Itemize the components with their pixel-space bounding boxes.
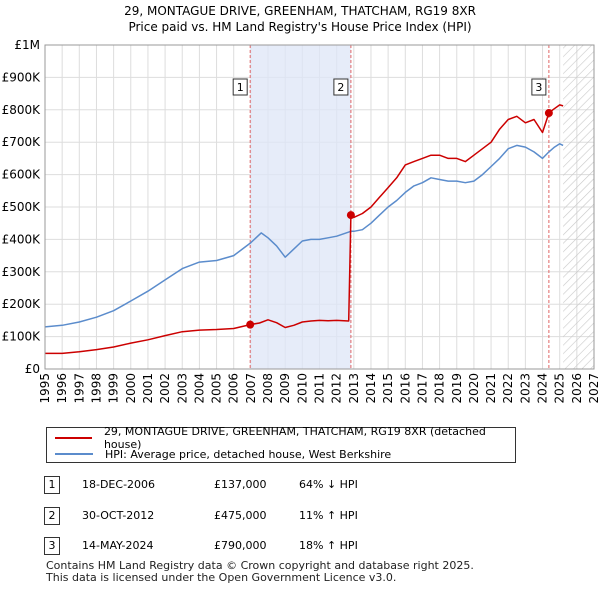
x-tick-label: 2020 xyxy=(467,373,481,404)
x-tick-label: 2008 xyxy=(261,373,275,404)
x-tick-label: 2026 xyxy=(570,373,584,404)
x-tick-label: 2005 xyxy=(210,373,224,404)
y-tick-label: £500K xyxy=(2,200,42,214)
hpi-line xyxy=(45,143,564,328)
legend-swatch-property xyxy=(55,437,92,439)
x-tick-label: 2018 xyxy=(433,373,447,404)
transaction-date: 30-OCT-2012 xyxy=(82,509,155,522)
x-tick-label: 2015 xyxy=(381,373,395,404)
sale-marker xyxy=(544,109,553,118)
x-tick-label: 2011 xyxy=(313,373,327,404)
x-tick-label: 2014 xyxy=(364,373,378,404)
x-tick-label: 1995 xyxy=(38,373,52,404)
x-tick-label: 2004 xyxy=(192,373,206,404)
transaction-hpi: 18% ↑ HPI xyxy=(299,539,358,552)
x-tick-label: 1999 xyxy=(107,373,121,404)
transaction-price: £475,000 xyxy=(214,509,267,522)
x-tick-label: 2025 xyxy=(553,373,567,404)
sale-label-number: 2 xyxy=(337,81,344,94)
transaction-hpi: 64% ↓ HPI xyxy=(299,478,358,491)
x-tick-label: 2002 xyxy=(158,373,172,404)
sale-label-box xyxy=(531,78,547,96)
transaction-number: 2 xyxy=(44,507,60,525)
y-tick-label: £1M xyxy=(14,38,40,52)
legend-item-hpi: HPI: Average price, detached house, West… xyxy=(55,446,391,462)
y-tick-label: £400K xyxy=(2,232,42,246)
x-tick-label: 2006 xyxy=(227,373,241,404)
footer: Contains HM Land Registry data © Crown c… xyxy=(46,560,474,584)
x-tick-label: 2007 xyxy=(244,373,258,404)
x-tick-label: 2022 xyxy=(501,373,515,404)
x-tick-label: 2013 xyxy=(347,373,361,404)
legend-swatch-hpi xyxy=(55,453,93,455)
y-tick-label: £200K xyxy=(2,297,42,311)
sale-marker xyxy=(346,211,355,220)
x-tick-label: 2021 xyxy=(484,373,498,404)
x-tick-label: 2019 xyxy=(450,373,464,404)
footer-copyright: Contains HM Land Registry data © Crown c… xyxy=(46,559,474,572)
y-tick-label: £800K xyxy=(2,103,42,117)
chart-subtitle: Price paid vs. HM Land Registry's House … xyxy=(128,20,471,34)
x-tick-label: 2027 xyxy=(587,373,600,404)
x-tick-label: 2017 xyxy=(415,373,429,404)
x-tick-label: 2003 xyxy=(175,373,189,404)
transaction-number: 3 xyxy=(44,537,60,555)
price-chart: 29, MONTAGUE DRIVE, GREENHAM, THATCHAM, … xyxy=(2,4,600,404)
transaction-number: 1 xyxy=(44,476,60,494)
legend-label-hpi: HPI: Average price, detached house, West… xyxy=(105,447,392,461)
x-tick-label: 2000 xyxy=(124,373,138,404)
sale-marker xyxy=(246,320,255,329)
sale-label-number: 3 xyxy=(535,81,542,94)
footer-licence: This data is licensed under the Open Gov… xyxy=(46,571,397,584)
x-tick-label: 2001 xyxy=(141,373,155,404)
x-tick-label: 1997 xyxy=(72,373,86,404)
legend-label-property: 29, MONTAGUE DRIVE, GREENHAM, THATCHAM, … xyxy=(103,425,486,451)
sale-label-box xyxy=(232,78,248,96)
chart-title: 29, MONTAGUE DRIVE, GREENHAM, THATCHAM, … xyxy=(124,4,476,18)
forecast-hatched-region xyxy=(563,45,594,369)
transaction-date: 18-DEC-2006 xyxy=(82,478,156,491)
y-tick-label: £100K xyxy=(2,330,42,344)
legend-item-property: 29, MONTAGUE DRIVE, GREENHAM, THATCHAM, … xyxy=(55,425,515,451)
x-tick-label: 2012 xyxy=(330,373,344,404)
x-tick-label: 1996 xyxy=(55,373,69,404)
transaction-price: £790,000 xyxy=(214,539,267,552)
y-tick-label: £700K xyxy=(2,135,42,149)
sale-label-number: 1 xyxy=(237,81,244,94)
legend: 29, MONTAGUE DRIVE, GREENHAM, THATCHAM, … xyxy=(46,425,516,463)
sale-label-box xyxy=(333,78,349,96)
x-tick-label: 2023 xyxy=(518,373,532,404)
x-tick-label: 2010 xyxy=(295,373,309,404)
x-tick-label: 2016 xyxy=(398,373,412,404)
y-tick-label: £300K xyxy=(2,265,42,279)
x-tick-label: 1998 xyxy=(89,373,103,404)
y-tick-label: £900K xyxy=(2,70,42,84)
transaction-date: 14-MAY-2024 xyxy=(82,539,154,552)
transaction-price: £137,000 xyxy=(214,478,267,491)
transaction-hpi: 11% ↑ HPI xyxy=(299,509,358,522)
y-tick-label: £600K xyxy=(2,168,42,182)
property-price-line xyxy=(45,104,564,355)
plot-frame xyxy=(44,44,595,370)
x-tick-label: 2024 xyxy=(536,373,550,404)
ownership-shaded-region xyxy=(250,45,351,369)
y-tick-label: £0 xyxy=(25,362,40,376)
x-tick-label: 2009 xyxy=(278,373,292,404)
